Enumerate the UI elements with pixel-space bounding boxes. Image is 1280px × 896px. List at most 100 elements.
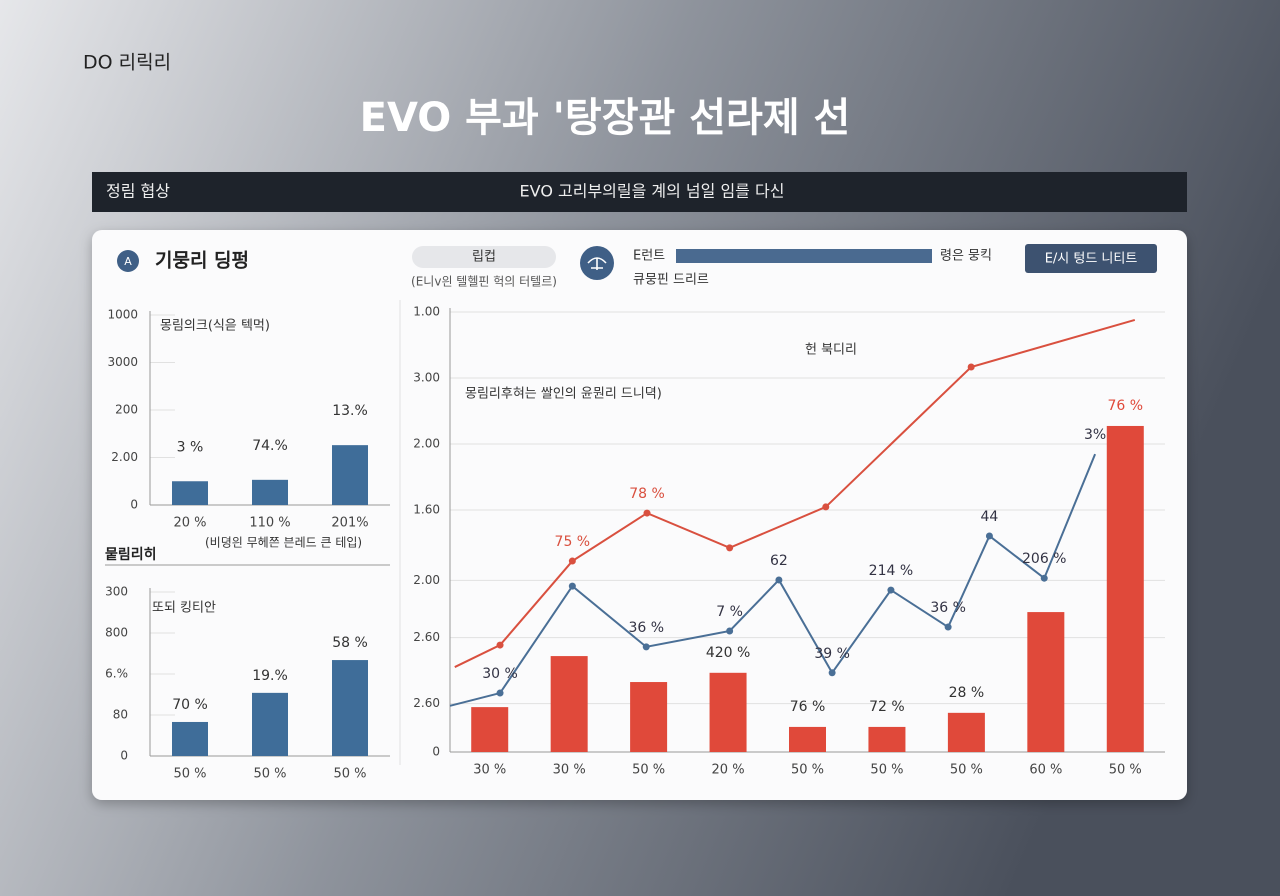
y-tick-label: 2.00	[413, 573, 440, 587]
bar	[947, 712, 985, 752]
chart-subtitle: 몽림의크(식읃 텍먹)	[160, 319, 270, 334]
annotation: 헌 북디리	[805, 343, 857, 358]
x-tick-label: 50 %	[1109, 763, 1142, 778]
y-tick-label: 3000	[107, 355, 138, 369]
bar	[709, 672, 747, 752]
data-label: 39 %	[814, 646, 850, 662]
data-label: 36 %	[930, 600, 966, 616]
brand: DO 리릭리	[83, 52, 171, 74]
point	[828, 669, 836, 677]
x-tick-label: 201%	[331, 516, 368, 531]
point	[944, 623, 952, 631]
data-label: 28 %	[949, 685, 985, 701]
data-label: 44	[981, 509, 999, 525]
point	[496, 689, 504, 697]
bar	[1027, 612, 1065, 752]
y-tick-label: 1000	[107, 308, 138, 322]
data-label: 3 %	[177, 439, 204, 455]
legend-note: 령은 뭉킥	[940, 249, 992, 264]
banner-center: EVO 고리부의릴을 계의 넘일 임를 다신	[520, 182, 785, 201]
x-tick-label: 50 %	[173, 767, 206, 782]
y-tick-label: 2.60	[413, 630, 440, 644]
point	[568, 557, 576, 565]
banner	[92, 172, 1187, 212]
export-button[interactable]	[1025, 244, 1157, 273]
legend-icon-glyph	[587, 257, 607, 270]
y-tick-label: 2.60	[413, 696, 440, 710]
panel-icon	[117, 250, 139, 272]
bar	[1106, 425, 1144, 752]
banner-left: 정림 협상	[106, 182, 170, 201]
data-label: 70 %	[172, 697, 208, 713]
y-tick-label: 2.00	[111, 450, 138, 464]
data-label: 3%	[1084, 427, 1106, 443]
legend-label: E런트	[633, 249, 665, 264]
y-tick-label: 300	[105, 585, 128, 599]
data-label: 72 %	[869, 699, 905, 715]
data-label: 62	[770, 553, 788, 569]
y-tick-label: 0	[130, 498, 138, 512]
bar	[172, 721, 208, 756]
y-tick-label: 200	[115, 403, 138, 417]
data-label: 206 %	[1022, 551, 1066, 567]
data-label: 19.%	[252, 668, 288, 684]
point	[1040, 574, 1048, 582]
point	[967, 363, 975, 371]
x-tick-label: 50 %	[791, 763, 824, 778]
annotation: 몽림리후혀는 쌀인의 윤뭔리 드니뎍)	[465, 387, 662, 402]
panel-icon-text: A	[124, 255, 132, 268]
point	[985, 532, 993, 540]
pill-caption: (E니ⅴ읜 텔헬핀 헉의 터텔르)	[411, 275, 557, 289]
point	[775, 576, 783, 584]
point	[887, 586, 895, 594]
point	[726, 627, 734, 635]
point	[822, 503, 830, 511]
data-label: 7 %	[716, 604, 743, 620]
bar	[789, 726, 826, 752]
data-label: 30 %	[482, 666, 518, 682]
y-tick-label: 3.00	[413, 371, 440, 385]
data-label: 76 %	[1107, 398, 1143, 414]
data-label: 13.%	[332, 403, 368, 419]
data-label: 78 %	[629, 486, 665, 502]
chart-subtitle: 또되 킹티안	[152, 601, 216, 616]
x-tick-label: 50 %	[253, 767, 286, 782]
data-label: 58 %	[332, 635, 368, 651]
x-tick-label: 50 %	[333, 767, 366, 782]
bar	[630, 682, 668, 752]
x-tick-label: 20 %	[712, 763, 745, 778]
x-tick-label: 110 %	[249, 516, 290, 531]
chart-title: 뭍림리히	[105, 546, 157, 563]
chart-caption: (비뎡읜 무헤쯘 븐레드 큰 테입)	[205, 536, 362, 550]
page-title: EVO 부과 '탕장관 선라제 선	[360, 95, 851, 141]
bar	[868, 726, 906, 752]
bar	[332, 660, 368, 756]
x-tick-label: 50 %	[870, 763, 903, 778]
bar	[471, 707, 509, 752]
pill[interactable]	[412, 246, 556, 268]
point	[642, 643, 650, 651]
data-label: 214 %	[869, 563, 913, 579]
y-tick-label: 1.60	[413, 503, 440, 517]
data-label: 76 %	[790, 699, 826, 715]
bar	[172, 481, 208, 505]
point	[496, 641, 504, 649]
x-tick-label: 50 %	[950, 763, 983, 778]
y-tick-label: 6.%	[105, 667, 128, 681]
data-label: 36 %	[628, 620, 664, 636]
point	[643, 509, 651, 517]
bar	[252, 479, 288, 505]
bar	[332, 445, 368, 505]
pill-text: 립컵	[472, 250, 496, 265]
legend-bar	[676, 249, 932, 263]
data-label: 74.%	[252, 438, 288, 454]
y-tick-label: 0	[432, 745, 440, 759]
x-tick-label: 50 %	[632, 763, 665, 778]
point	[568, 582, 576, 590]
point	[726, 544, 734, 552]
bar	[550, 656, 588, 752]
panel-title: 기뭉리 딩펑	[155, 250, 249, 272]
x-tick-label: 30 %	[553, 763, 586, 778]
